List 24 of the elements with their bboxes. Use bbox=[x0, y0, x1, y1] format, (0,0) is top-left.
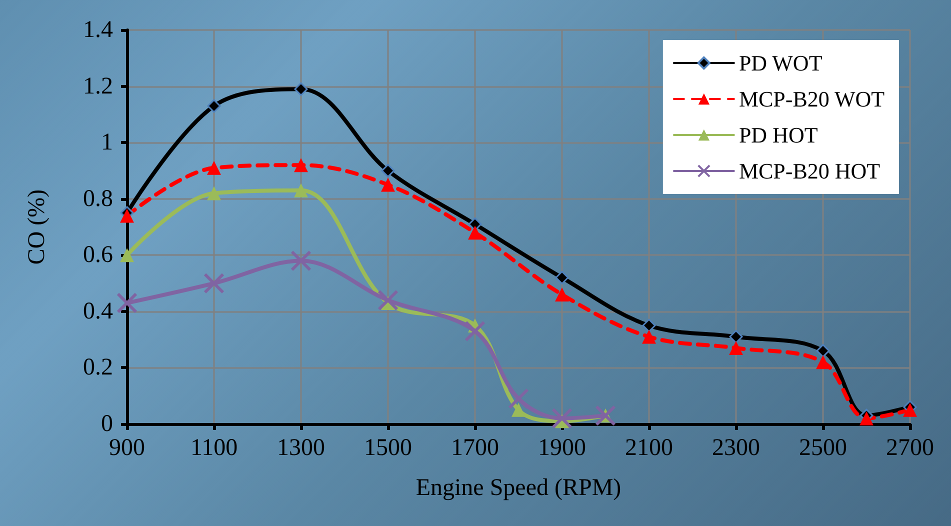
x-tick-label: 1100 bbox=[190, 435, 238, 461]
y-tick-label: 0 bbox=[101, 411, 113, 437]
legend-label: PD WOT bbox=[738, 50, 823, 76]
x-tick-label: 1700 bbox=[451, 435, 499, 461]
x-tick-label: 2300 bbox=[712, 435, 760, 461]
x-tick-label: 2700 bbox=[886, 435, 934, 461]
x-tick-label: 2100 bbox=[625, 435, 673, 461]
y-tick-label: 0.6 bbox=[83, 242, 113, 268]
legend-label: MCP-B20 HOT bbox=[738, 158, 881, 184]
x-tick-label: 1500 bbox=[364, 435, 412, 461]
x-axis-title: Engine Speed (RPM) bbox=[416, 475, 622, 501]
y-tick-label: 1.4 bbox=[83, 17, 113, 43]
x-tick-label: 900 bbox=[109, 435, 145, 461]
legend-label: MCP-B20 WOT bbox=[738, 86, 886, 112]
y-tick-label: 0.8 bbox=[83, 186, 113, 212]
x-tick-label: 2500 bbox=[799, 435, 847, 461]
y-tick-label: 0.2 bbox=[83, 354, 113, 381]
y-tick-label: 0.4 bbox=[83, 298, 113, 324]
y-tick-label: 1.2 bbox=[83, 73, 113, 100]
x-tick-label: 1900 bbox=[538, 435, 586, 461]
legend-label: PD HOT bbox=[738, 122, 818, 148]
x-tick-label: 1300 bbox=[277, 435, 325, 461]
y-tick-label: 1 bbox=[101, 130, 113, 156]
y-axis-title: CO (%) bbox=[24, 189, 50, 265]
